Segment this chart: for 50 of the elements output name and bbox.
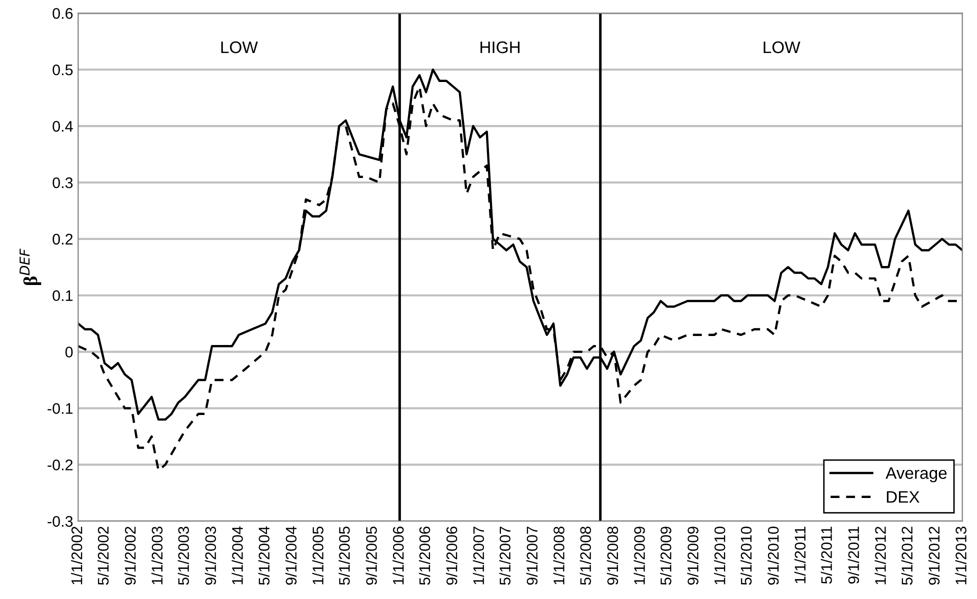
x-tick-label: 9/1/2012	[928, 526, 940, 585]
x-tick-label: 1/1/2005	[312, 526, 324, 584]
x-tick-label: 1/1/2012	[874, 526, 886, 584]
x-tick-label: 1/1/2006	[392, 526, 404, 584]
x-tick-label: 9/1/2010	[768, 526, 779, 585]
x-tick-label: 5/1/2011	[820, 526, 832, 584]
annotation: LOW	[764, 41, 800, 54]
x-tick-label: 5/1/2009	[660, 526, 672, 585]
y-tick-label: 0.1	[52, 290, 73, 302]
y-tick-label: -0.1	[48, 403, 73, 414]
y-tick-label: 0.5	[52, 64, 73, 76]
x-tick-label: 5/1/2002	[97, 526, 109, 585]
x-tick-label: 9/1/2003	[204, 526, 216, 585]
y-tick-label: 0.4	[52, 120, 73, 132]
annotation: LOW	[221, 41, 258, 54]
legend-label: Average	[886, 467, 947, 482]
x-tick-label: 5/1/2005	[338, 526, 350, 585]
x-tick-label: 9/1/2005	[366, 526, 377, 585]
x-tick-label: 5/1/2012	[901, 526, 913, 585]
x-tick-label: 5/1/2010	[740, 526, 752, 585]
y-tick-label: 0.2	[52, 234, 73, 245]
x-tick-label: 1/1/2010	[714, 526, 726, 584]
x-tick-label: 9/1/2007	[526, 526, 538, 585]
y-axis-title: β$^{DEF}$	[20, 248, 42, 286]
legend-label: DEX	[886, 491, 920, 503]
x-tick-label: 9/1/2009	[687, 526, 698, 585]
y-tick-label: -0.2	[48, 460, 73, 470]
x-tick-label: 5/1/2007	[499, 526, 510, 585]
x-tick-label: 9/1/2006	[446, 526, 458, 585]
x-tick-label: 1/1/2002	[71, 526, 82, 584]
x-tick-label: 9/1/2004	[285, 526, 297, 585]
x-tick-label: 5/1/2003	[178, 526, 189, 585]
x-tick-label: 1/1/2011	[794, 526, 806, 584]
x-tick-label: 9/1/2008	[606, 526, 618, 585]
annotation: HIGH	[480, 41, 520, 54]
x-tick-label: 5/1/2006	[418, 526, 430, 585]
y-tick-label: 0	[65, 346, 73, 358]
x-tick-label: 1/1/2004	[232, 526, 243, 584]
x-tick-label: 9/1/2002	[124, 526, 136, 585]
x-tick-label: 5/1/2008	[580, 526, 592, 585]
x-tick-label: 1/1/2003	[151, 526, 163, 584]
y-tick-label: -0.3	[48, 516, 73, 527]
y-tick-label: 0.3	[52, 177, 73, 188]
x-tick-label: 9/1/2011	[848, 526, 860, 584]
x-tick-label: 1/1/2008	[553, 526, 564, 584]
x-tick-label: 1/1/2013	[955, 526, 966, 584]
x-tick-label: 1/1/2009	[634, 526, 645, 584]
x-tick-label: 1/1/2007	[472, 526, 484, 584]
y-tick-label: 0.6	[52, 8, 73, 19]
x-tick-label: 5/1/2004	[258, 526, 270, 585]
